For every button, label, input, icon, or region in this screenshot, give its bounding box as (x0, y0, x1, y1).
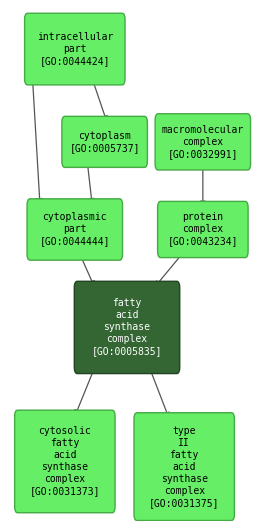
FancyBboxPatch shape (27, 199, 123, 260)
FancyBboxPatch shape (157, 201, 248, 258)
FancyBboxPatch shape (25, 13, 125, 85)
Text: cytoplasmic
part
[GO:0044444]: cytoplasmic part [GO:0044444] (40, 213, 110, 247)
FancyBboxPatch shape (155, 114, 251, 170)
Text: fatty
acid
synthase
complex
[GO:0005835]: fatty acid synthase complex [GO:0005835] (92, 298, 162, 357)
FancyBboxPatch shape (15, 410, 115, 513)
FancyBboxPatch shape (74, 281, 180, 373)
Text: intracellular
part
[GO:0044424]: intracellular part [GO:0044424] (37, 32, 113, 66)
Text: type
II
fatty
acid
synthase
complex
[GO:0031375]: type II fatty acid synthase complex [GO:… (149, 426, 219, 508)
Text: cytosolic
fatty
acid
synthase
complex
[GO:0031373]: cytosolic fatty acid synthase complex [G… (30, 427, 100, 497)
Text: macromolecular
complex
[GO:0032991]: macromolecular complex [GO:0032991] (162, 125, 244, 159)
FancyBboxPatch shape (62, 116, 147, 167)
Text: cytoplasm
[GO:0005737]: cytoplasm [GO:0005737] (69, 131, 140, 153)
FancyBboxPatch shape (134, 413, 234, 521)
Text: protein
complex
[GO:0043234]: protein complex [GO:0043234] (168, 213, 238, 247)
